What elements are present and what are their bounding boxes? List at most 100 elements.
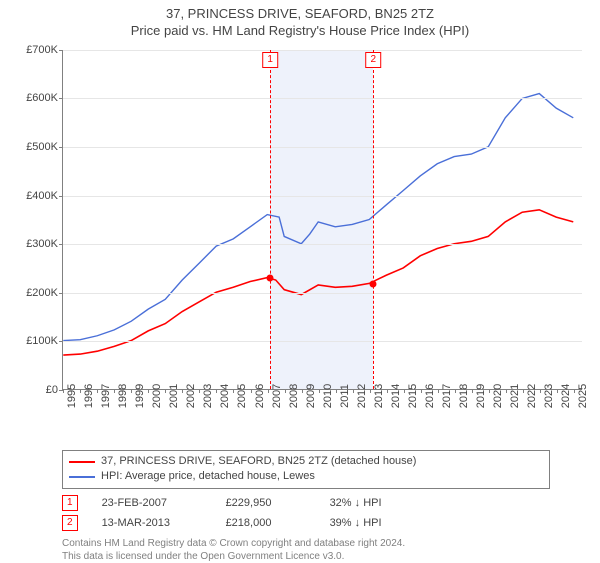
footer-line-2: This data is licensed under the Open Gov…	[62, 550, 588, 563]
x-axis-label: 2025	[577, 384, 589, 408]
x-tick	[199, 389, 200, 393]
y-axis-label: £400K	[26, 190, 58, 202]
y-axis-label: £500K	[26, 141, 58, 153]
gridline	[63, 341, 582, 342]
chart-title: 37, PRINCESS DRIVE, SEAFORD, BN25 2TZ	[12, 6, 588, 23]
series-hpi	[63, 93, 573, 340]
x-tick	[523, 389, 524, 393]
legend-row: 37, PRINCESS DRIVE, SEAFORD, BN25 2TZ (d…	[69, 454, 543, 469]
x-tick	[387, 389, 388, 393]
x-axis-label: 2022	[526, 384, 538, 408]
sale-row: 213-MAR-2013£218,00039% ↓ HPI	[62, 513, 550, 533]
x-axis-label: 2005	[236, 384, 248, 408]
gridline	[63, 50, 582, 51]
legend-swatch	[69, 476, 95, 478]
legend-swatch	[69, 461, 95, 463]
y-axis-label: £0	[46, 384, 58, 396]
x-tick	[233, 389, 234, 393]
legend-row: HPI: Average price, detached house, Lewe…	[69, 469, 543, 484]
x-tick	[131, 389, 132, 393]
y-tick	[59, 341, 63, 342]
sale-date: 23-FEB-2007	[102, 497, 202, 509]
x-tick	[438, 389, 439, 393]
legend-label: 37, PRINCESS DRIVE, SEAFORD, BN25 2TZ (d…	[101, 454, 416, 469]
x-tick	[63, 389, 64, 393]
x-axis-label: 1997	[100, 384, 112, 408]
x-tick	[455, 389, 456, 393]
x-axis-label: 2008	[288, 384, 300, 408]
x-tick	[302, 389, 303, 393]
sale-price: £218,000	[226, 517, 306, 529]
footer-attribution: Contains HM Land Registry data © Crown c…	[62, 537, 588, 563]
gridline	[63, 293, 582, 294]
gridline	[63, 147, 582, 148]
gridline	[63, 196, 582, 197]
y-axis-label: £300K	[26, 238, 58, 250]
x-axis-label: 1995	[66, 384, 78, 408]
y-tick	[59, 50, 63, 51]
x-axis-label: 2015	[407, 384, 419, 408]
y-tick	[59, 244, 63, 245]
y-axis-label: £200K	[26, 287, 58, 299]
series-marker	[267, 275, 274, 282]
x-axis-label: 2021	[509, 384, 521, 408]
event-tag: 1	[262, 52, 278, 68]
plot-region: 12	[62, 50, 582, 390]
chart-container: 37, PRINCESS DRIVE, SEAFORD, BN25 2TZ Pr…	[0, 0, 600, 560]
event-line	[373, 50, 374, 389]
legend-box: 37, PRINCESS DRIVE, SEAFORD, BN25 2TZ (d…	[62, 450, 550, 489]
y-axis-label: £100K	[26, 335, 58, 347]
x-tick	[506, 389, 507, 393]
x-tick	[285, 389, 286, 393]
y-axis-label: £600K	[26, 92, 58, 104]
x-axis-label: 2001	[168, 384, 180, 408]
y-tick	[59, 293, 63, 294]
x-tick	[489, 389, 490, 393]
x-axis-label: 2014	[390, 384, 402, 408]
x-axis-label: 2010	[322, 384, 334, 408]
x-tick	[165, 389, 166, 393]
x-axis-label: 2004	[219, 384, 231, 408]
x-tick	[370, 389, 371, 393]
gridline	[63, 244, 582, 245]
x-tick	[574, 389, 575, 393]
x-axis-label: 2009	[305, 384, 317, 408]
series-marker	[370, 281, 377, 288]
x-tick	[80, 389, 81, 393]
event-tag: 2	[366, 52, 382, 68]
sale-row: 123-FEB-2007£229,95032% ↓ HPI	[62, 493, 550, 513]
x-axis-label: 1999	[134, 384, 146, 408]
x-axis-label: 2000	[151, 384, 163, 408]
x-axis-label: 2003	[202, 384, 214, 408]
x-axis-label: 2002	[185, 384, 197, 408]
x-axis-label: 2011	[339, 384, 351, 408]
y-tick	[59, 147, 63, 148]
x-axis-label: 2020	[492, 384, 504, 408]
x-axis-label: 2006	[254, 384, 266, 408]
y-axis-label: £700K	[26, 44, 58, 56]
event-line	[270, 50, 271, 389]
sale-tag: 2	[62, 515, 78, 531]
x-axis-label: 2019	[475, 384, 487, 408]
sale-pct: 32% ↓ HPI	[330, 497, 420, 509]
x-tick	[97, 389, 98, 393]
x-axis-label: 1996	[83, 384, 95, 408]
series-lines	[63, 50, 582, 389]
x-tick	[216, 389, 217, 393]
x-tick	[114, 389, 115, 393]
chart-subtitle: Price paid vs. HM Land Registry's House …	[12, 23, 588, 38]
x-tick	[472, 389, 473, 393]
x-tick	[319, 389, 320, 393]
x-axis-label: 2016	[424, 384, 436, 408]
x-tick	[251, 389, 252, 393]
sales-table: 123-FEB-2007£229,95032% ↓ HPI 2 13-MAR-201…	[62, 493, 550, 533]
x-tick	[557, 389, 558, 393]
gridline	[63, 98, 582, 99]
sale-date: 13-MAR-2013	[102, 517, 202, 529]
x-axis-label: 2012	[356, 384, 368, 408]
x-tick	[540, 389, 541, 393]
x-tick	[268, 389, 269, 393]
x-tick	[353, 389, 354, 393]
x-axis-label: 1998	[117, 384, 129, 408]
x-tick	[148, 389, 149, 393]
